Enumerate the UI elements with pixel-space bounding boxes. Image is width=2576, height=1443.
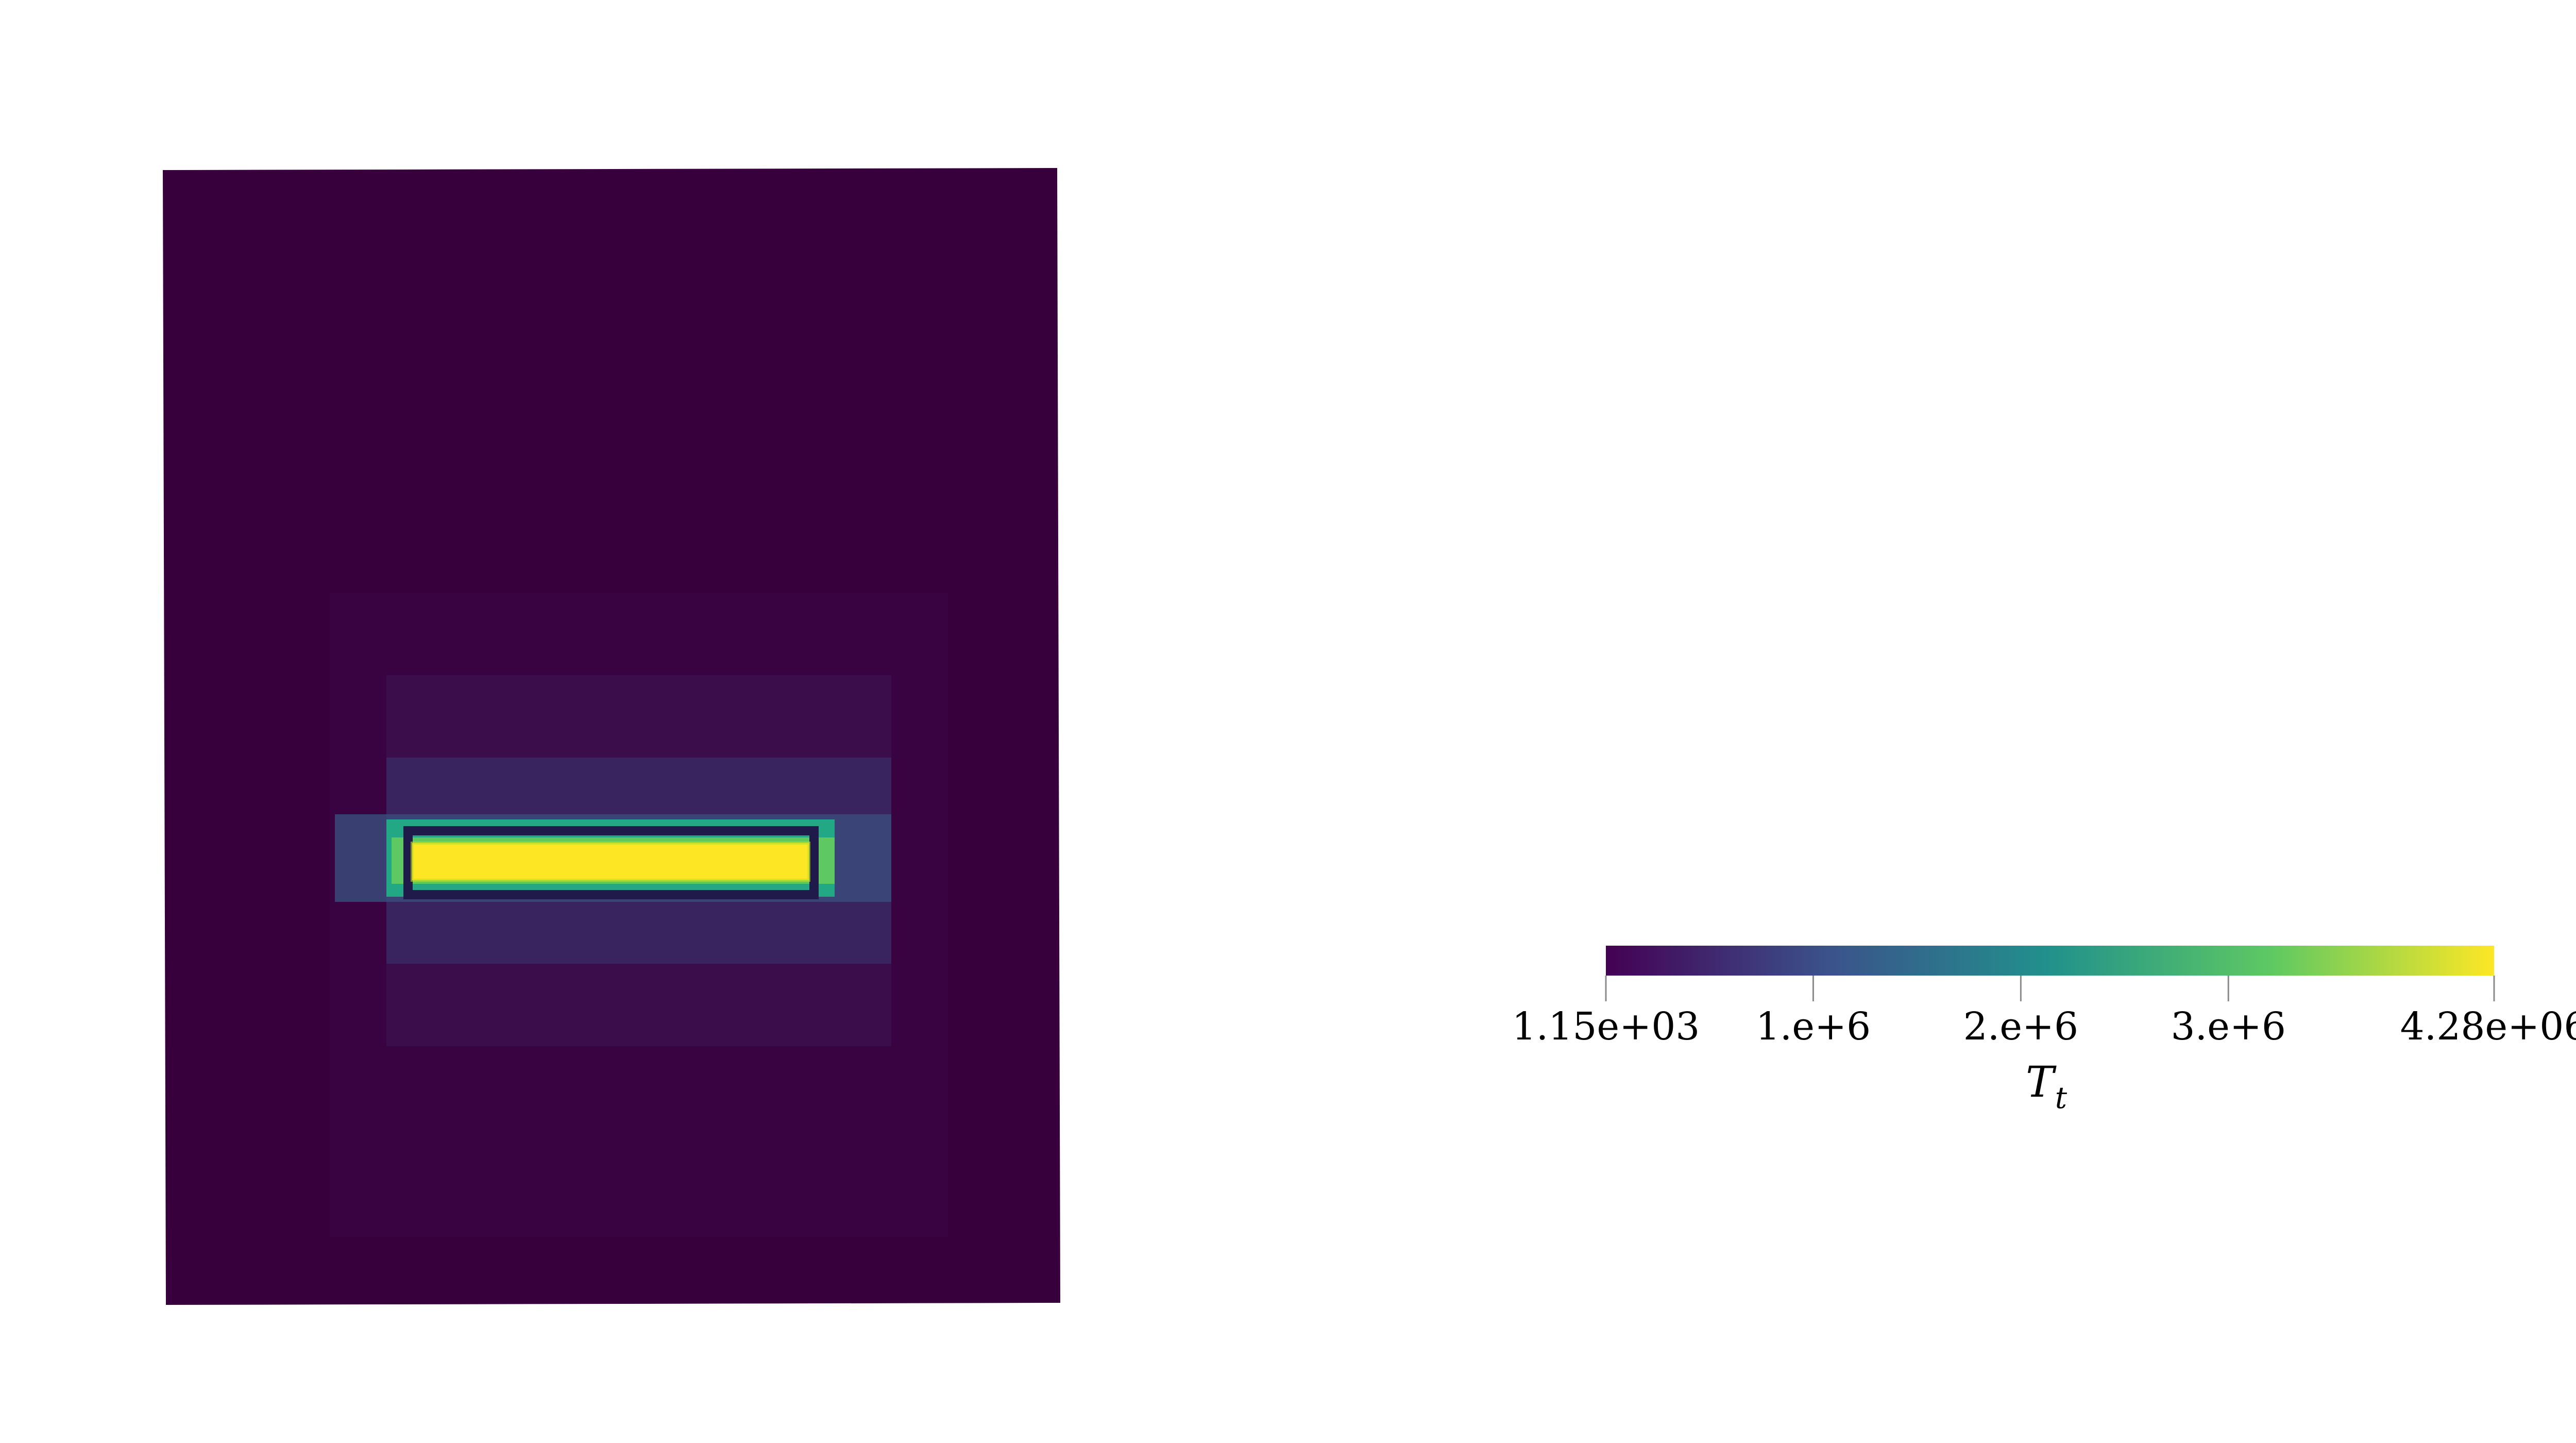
colorbar-title: Tt: [2026, 1062, 2067, 1113]
colorbar-gradient: [1606, 946, 2494, 976]
colorbar-tick-label-1: 1.e+6: [1755, 1004, 1871, 1049]
field-hot-band: [412, 843, 809, 880]
field-hot-band-edge: [411, 842, 810, 882]
field-hot-outline: [403, 826, 819, 899]
colorbar-tick-label-2: 2.e+6: [1963, 1004, 2079, 1049]
colorbar: [1605, 946, 2495, 1001]
colorbar-tick-label-0: 1.15e+03: [1512, 1004, 1700, 1049]
colorbar-title-symbol: T: [2025, 1058, 2054, 1107]
colorbar-title-subscript: t: [2055, 1080, 2067, 1115]
colorbar-tick-label-4: 4.28e+06: [2400, 1004, 2576, 1049]
colorbar-tick-label-3: 3.e+6: [2171, 1004, 2286, 1049]
field-plot: [163, 168, 1060, 1305]
colorbar-ticks: [1605, 976, 2495, 1001]
